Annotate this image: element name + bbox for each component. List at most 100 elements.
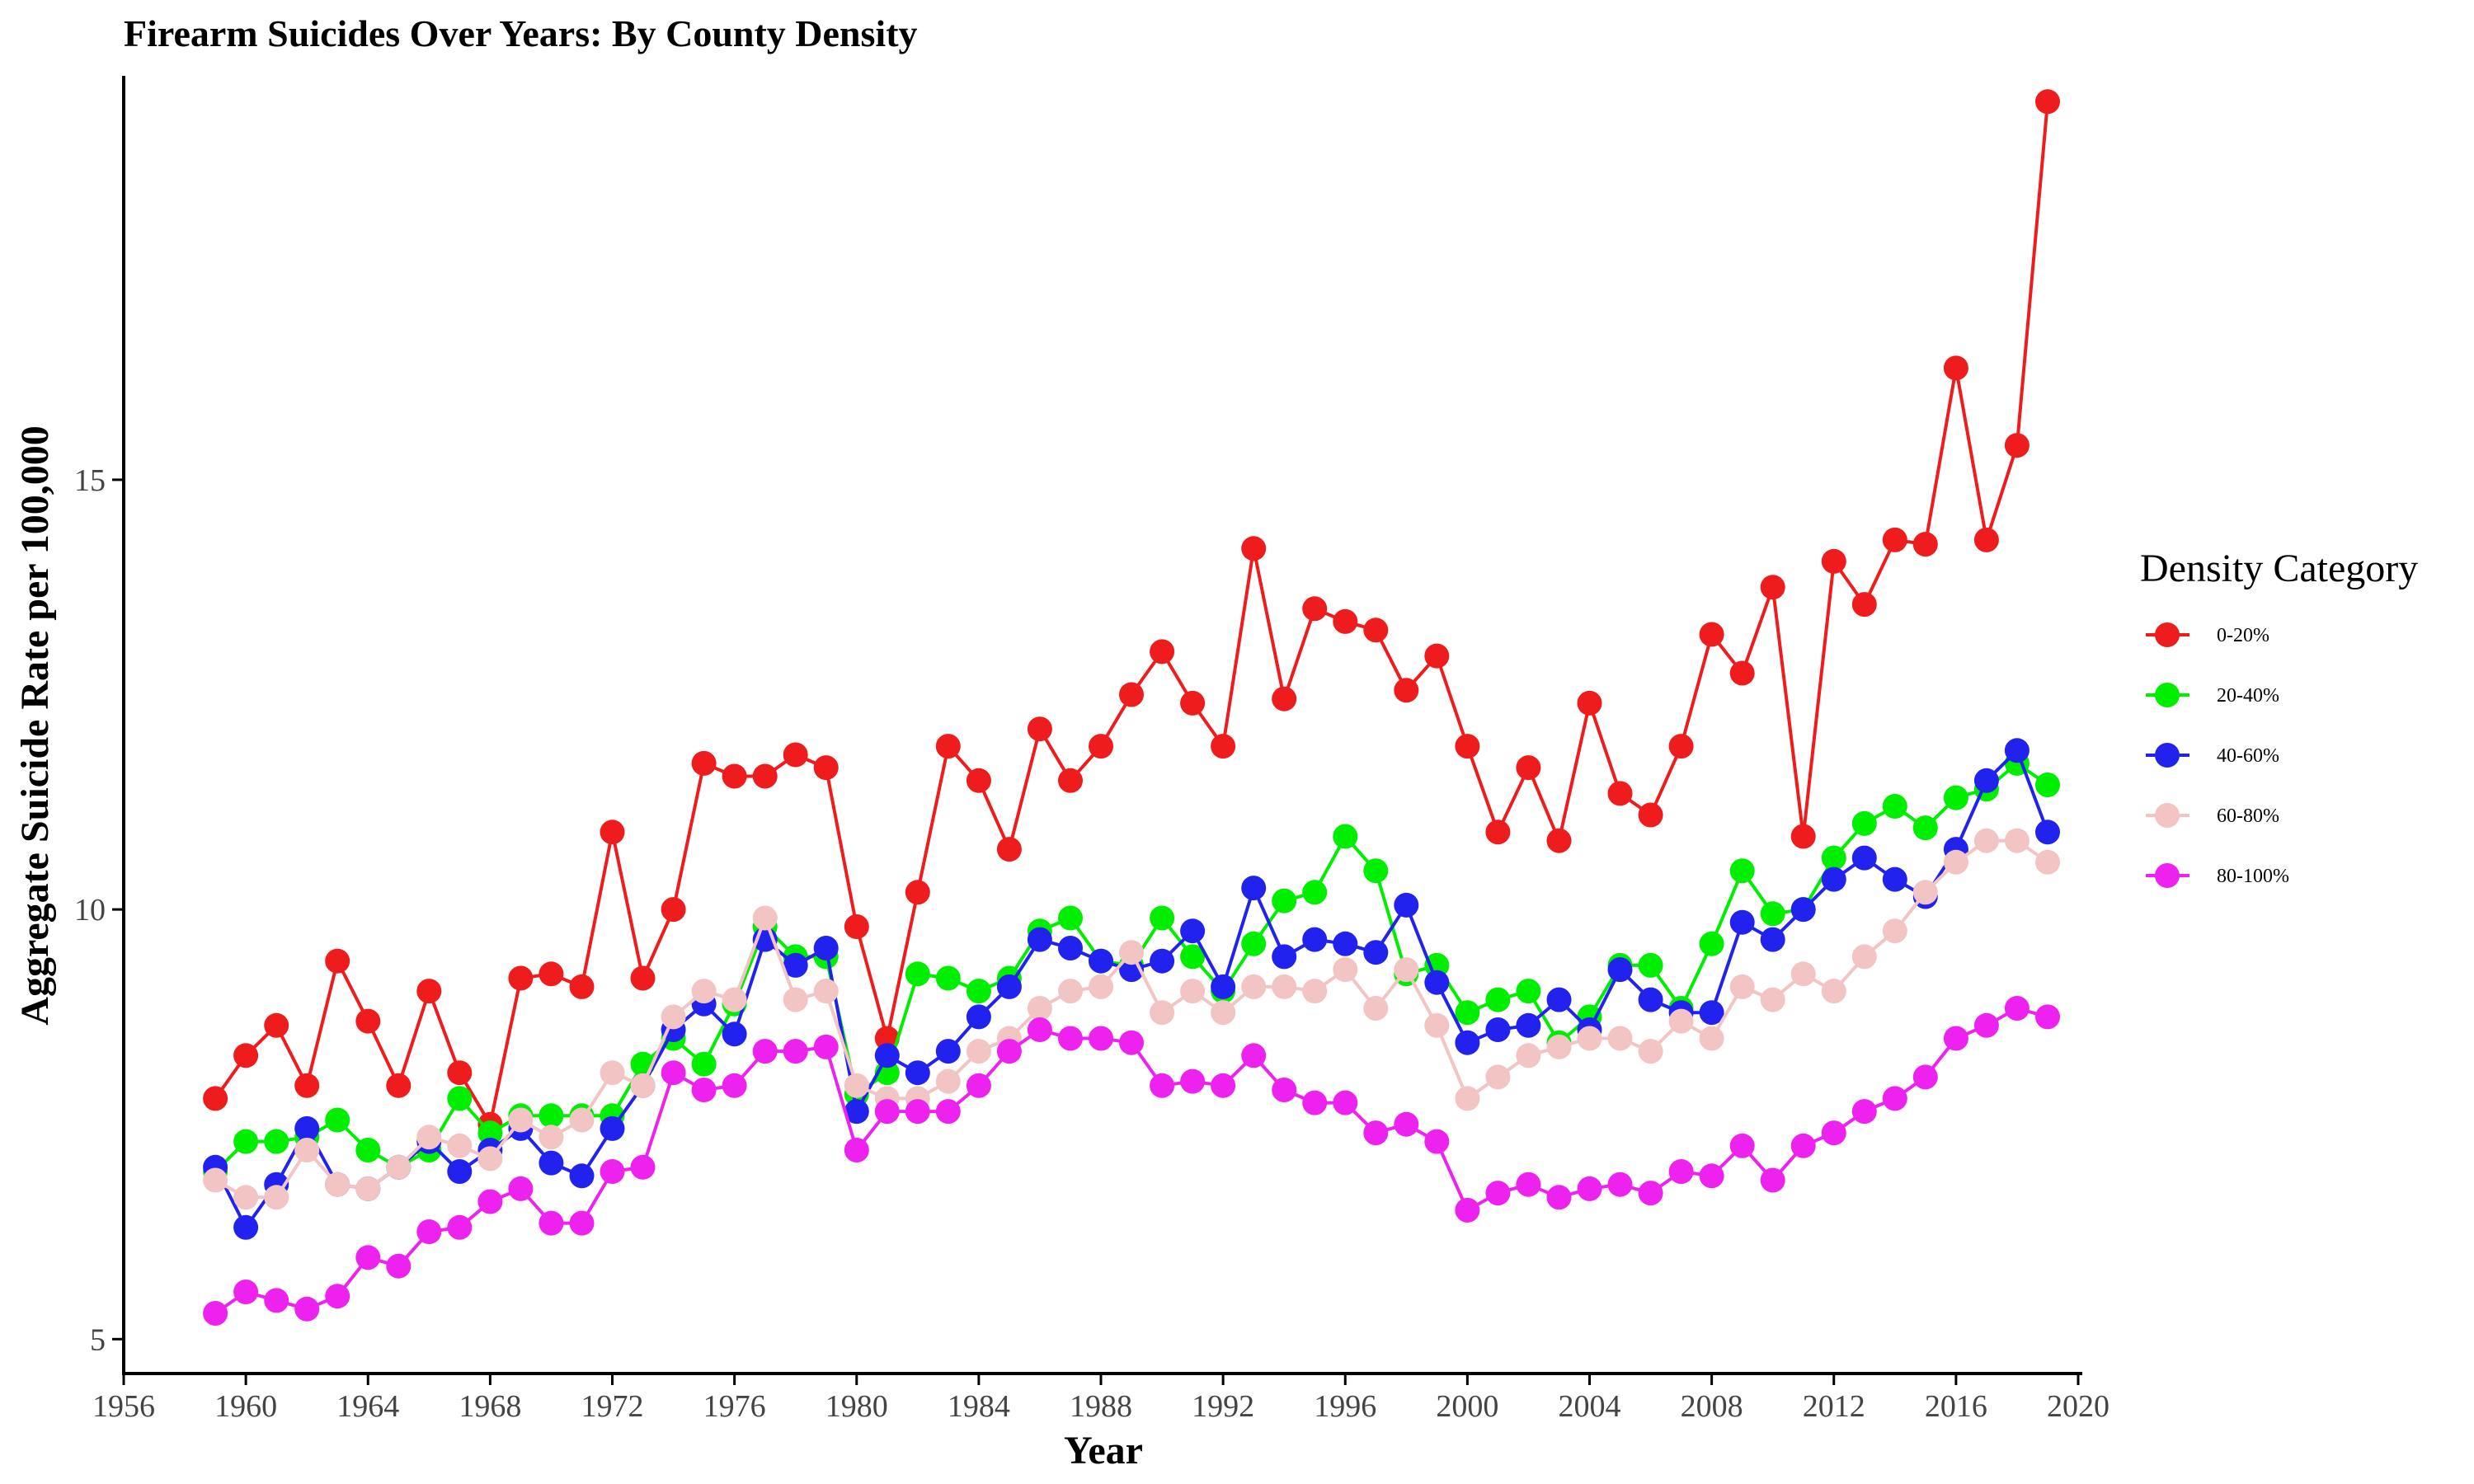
data-point [325, 1107, 350, 1133]
y-tick-label: 15 [74, 463, 106, 498]
data-point [1302, 596, 1328, 622]
data-point [1485, 1017, 1511, 1042]
data-point [1729, 660, 1755, 686]
data-point [905, 880, 930, 905]
data-point [416, 1125, 442, 1150]
data-point [1211, 1073, 1236, 1098]
data-point [2035, 849, 2060, 875]
data-point [416, 1219, 442, 1244]
x-tick-label: 1976 [703, 1389, 766, 1424]
data-point [1790, 1133, 1816, 1158]
data-point [1272, 686, 1297, 711]
data-point [355, 1245, 381, 1270]
data-point [1485, 819, 1511, 845]
legend-marker [2155, 683, 2180, 707]
data-point [1943, 355, 1968, 381]
data-point [1546, 1034, 1572, 1059]
data-point [1546, 1185, 1572, 1210]
data-point [1760, 575, 1785, 600]
data-point [1485, 987, 1511, 1012]
data-point [600, 1159, 625, 1184]
data-point [508, 965, 534, 991]
data-point [1699, 1163, 1724, 1189]
x-tick-label: 1964 [336, 1389, 399, 1424]
legend-item: 60-80% [2146, 803, 2279, 828]
data-point [1363, 940, 1389, 965]
data-point [386, 1154, 412, 1180]
data-point [1150, 905, 1175, 931]
data-point [203, 1086, 228, 1111]
x-tick-label: 2000 [1436, 1389, 1498, 1424]
data-point [1638, 1039, 1663, 1064]
data-point [1912, 1064, 1938, 1090]
data-point [1150, 1000, 1175, 1026]
data-point [1302, 880, 1328, 905]
data-point [783, 952, 808, 978]
data-point [722, 763, 747, 789]
x-tick-label: 1968 [459, 1389, 521, 1424]
data-point [1882, 1086, 1907, 1111]
data-point [1150, 1073, 1175, 1098]
data-point [1394, 678, 1419, 703]
x-tick-label: 2012 [1803, 1389, 1865, 1424]
data-point [966, 1039, 991, 1064]
data-point [1363, 858, 1389, 884]
data-point [905, 1060, 930, 1086]
data-point [996, 974, 1022, 999]
data-point [355, 1176, 381, 1201]
data-point [1760, 901, 1785, 927]
data-point [1150, 948, 1175, 974]
data-point [1027, 716, 1052, 742]
data-point [416, 979, 442, 1004]
data-point [1668, 734, 1694, 759]
data-point [294, 1115, 320, 1141]
x-axis-title: Year [1064, 1429, 1143, 1472]
data-point [1363, 996, 1389, 1021]
data-point [1882, 918, 1907, 944]
data-point [264, 1129, 289, 1154]
data-point [783, 742, 808, 768]
data-point [1211, 1000, 1236, 1026]
data-point [539, 1103, 564, 1129]
data-point [935, 734, 961, 759]
series-80-100% [203, 996, 2060, 1326]
data-point [2035, 1004, 2060, 1030]
x-tick-label: 1972 [581, 1389, 644, 1424]
data-point [1241, 1043, 1267, 1068]
data-point [1821, 866, 1846, 892]
x-tick-label: 1956 [92, 1389, 155, 1424]
data-point [1455, 734, 1480, 759]
data-point [1180, 1068, 1206, 1094]
data-point [539, 1210, 564, 1236]
data-point [844, 914, 869, 939]
x-tick-label: 1988 [1070, 1389, 1132, 1424]
data-point [477, 1146, 503, 1172]
data-point [813, 755, 839, 781]
data-point [1333, 608, 1358, 634]
data-point [2004, 996, 2030, 1021]
data-point [325, 1172, 350, 1197]
data-point [1729, 1133, 1755, 1158]
data-point [1638, 952, 1663, 978]
data-point [1119, 1030, 1144, 1055]
data-point [661, 1060, 686, 1086]
data-point [1973, 828, 1999, 853]
data-point [1027, 1017, 1052, 1042]
data-point [1394, 892, 1419, 918]
data-point [1790, 961, 1816, 987]
data-point [1821, 979, 1846, 1004]
data-point [233, 1214, 259, 1240]
data-point [264, 1185, 289, 1210]
data-point [1363, 1120, 1389, 1146]
legend-items: 0-20% 20-40% 40-60% 60-80% 80-100% [2146, 622, 2289, 888]
data-point [1089, 948, 1113, 974]
data-point [1241, 536, 1267, 561]
data-point [1516, 1043, 1541, 1068]
data-point [2004, 828, 2030, 853]
data-point [1516, 1172, 1541, 1197]
data-point [325, 1284, 350, 1309]
x-tick-label: 1996 [1314, 1389, 1376, 1424]
data-point [1241, 974, 1267, 999]
data-point [722, 987, 747, 1012]
data-point [2004, 433, 2030, 458]
